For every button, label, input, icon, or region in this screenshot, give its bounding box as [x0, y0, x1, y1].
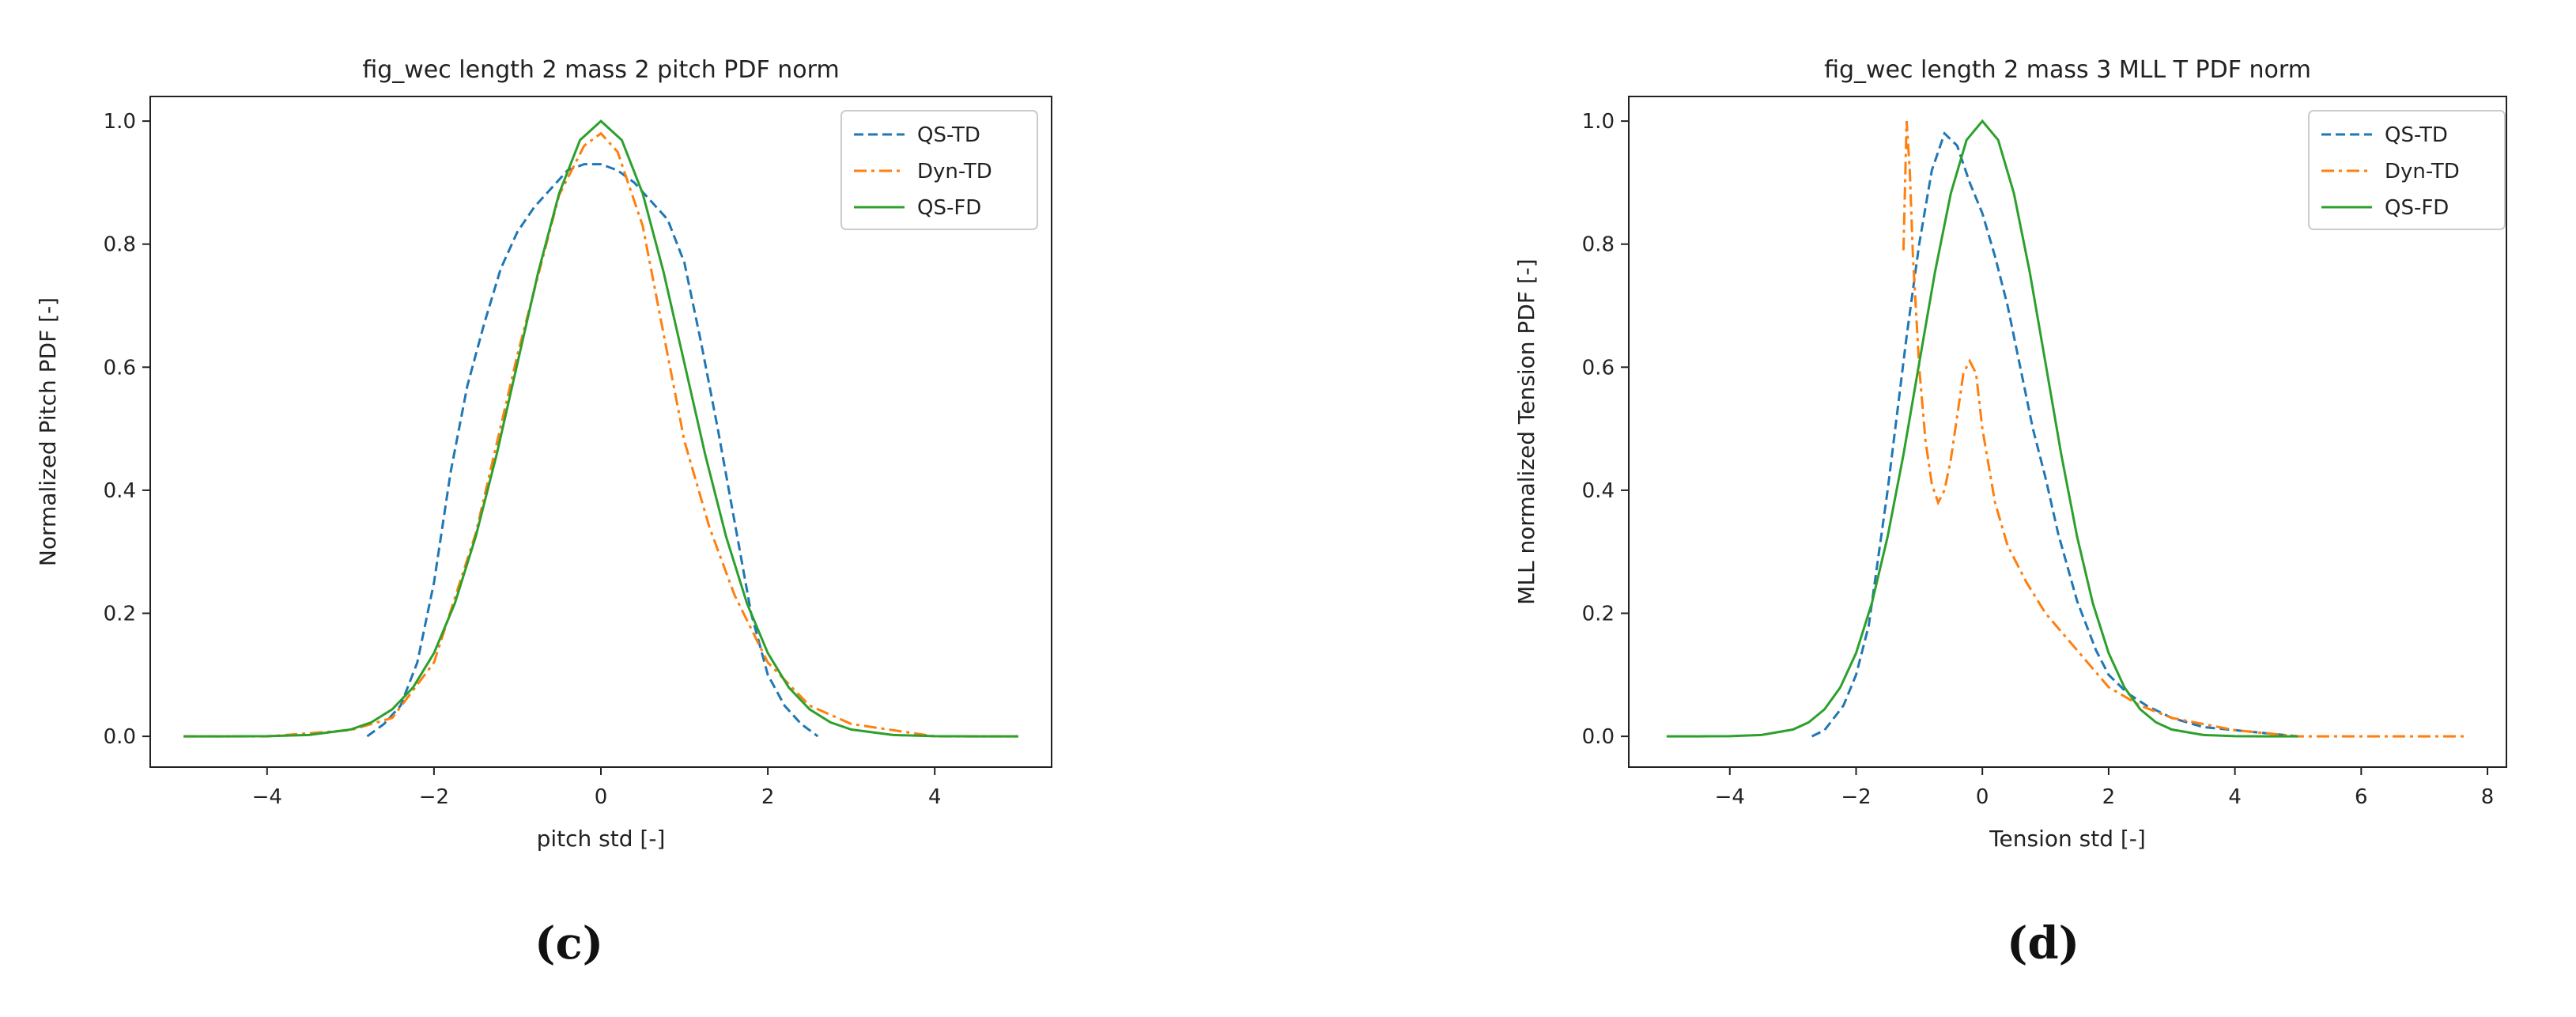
y-tick-label: 0.6 — [1582, 356, 1615, 380]
y-tick-label: 0.4 — [1582, 479, 1615, 503]
legend-entry: Dyn-TD — [2385, 160, 2460, 183]
x-tick-label: 6 — [2355, 785, 2368, 809]
panel-label-c: (c) — [534, 917, 604, 970]
y-axis-label: Normalized Pitch PDF [-] — [35, 297, 61, 566]
legend-entry: QS-TD — [2385, 123, 2448, 147]
y-tick-label: 0.6 — [104, 356, 136, 380]
x-tick-label: −2 — [419, 785, 449, 809]
x-axis-label: pitch std [-] — [537, 826, 666, 852]
panel-label-d: (d) — [2007, 917, 2080, 970]
y-tick-label: 1.0 — [104, 110, 136, 134]
series-line-qs-td — [1811, 130, 2298, 738]
x-tick-label: 8 — [2481, 785, 2495, 809]
y-tick-label: 0.8 — [104, 233, 136, 257]
y-tick-label: 0.2 — [104, 603, 136, 626]
x-tick-label: −2 — [1841, 785, 1871, 809]
chart-1: −4 −2 0 2 4 6 8 0.0 0.2 0.4 0.6 0.8 1.0 fig_wec lengt… — [1513, 56, 2507, 852]
x-tick-label: −4 — [1715, 785, 1745, 809]
y-tick-label: 0.2 — [1582, 603, 1615, 626]
y-tick-label: 0.4 — [104, 479, 136, 503]
legend-entry: QS-FD — [917, 196, 981, 220]
x-tick-label: 4 — [2228, 785, 2242, 809]
legend-entry: Dyn-TD — [917, 160, 992, 183]
series-line-qs-fd — [1666, 119, 2298, 738]
x-tick-label: 0 — [595, 785, 608, 809]
x-tick-label: 4 — [928, 785, 942, 809]
y-tick-label: 0.8 — [1582, 233, 1615, 257]
legend-box — [840, 110, 1038, 230]
series-line-qs-td — [366, 163, 819, 738]
x-tick-label: 2 — [2102, 785, 2116, 809]
legend: QS-TD Dyn-TD QS-FD — [2308, 110, 2506, 230]
legend-entry: QS-TD — [917, 123, 980, 147]
axes-frame — [1628, 96, 2507, 768]
y-axis-label: MLL normalized Tension PDF [-] — [1513, 259, 1539, 605]
legend-box — [2308, 110, 2506, 230]
legend-entry: QS-FD — [2385, 196, 2449, 220]
x-axis-label: Tension std [-] — [1989, 826, 2146, 852]
y-tick-label: 0.0 — [1582, 725, 1615, 749]
chart-0: −4 −2 0 2 4 0.0 0.2 0.4 0.6 0.8 1.0 fig_wec length … — [35, 56, 1052, 852]
series-line-dyn-td — [183, 131, 1018, 738]
x-tick-label: 2 — [761, 785, 775, 809]
chart-title: fig_wec length 2 mass 2 pitch PDF norm — [362, 56, 839, 84]
y-tick-label: 0.0 — [104, 725, 136, 749]
x-tick-label: 0 — [1976, 785, 1989, 809]
x-tick-label: −4 — [252, 785, 282, 809]
series-line-qs-fd — [183, 119, 1018, 738]
legend: QS-TD Dyn-TD QS-FD — [840, 110, 1038, 230]
y-tick-label: 1.0 — [1582, 110, 1615, 134]
series-line-dyn-td — [1902, 121, 2469, 738]
chart-title: fig_wec length 2 mass 3 MLL T PDF norm — [1824, 56, 2311, 84]
